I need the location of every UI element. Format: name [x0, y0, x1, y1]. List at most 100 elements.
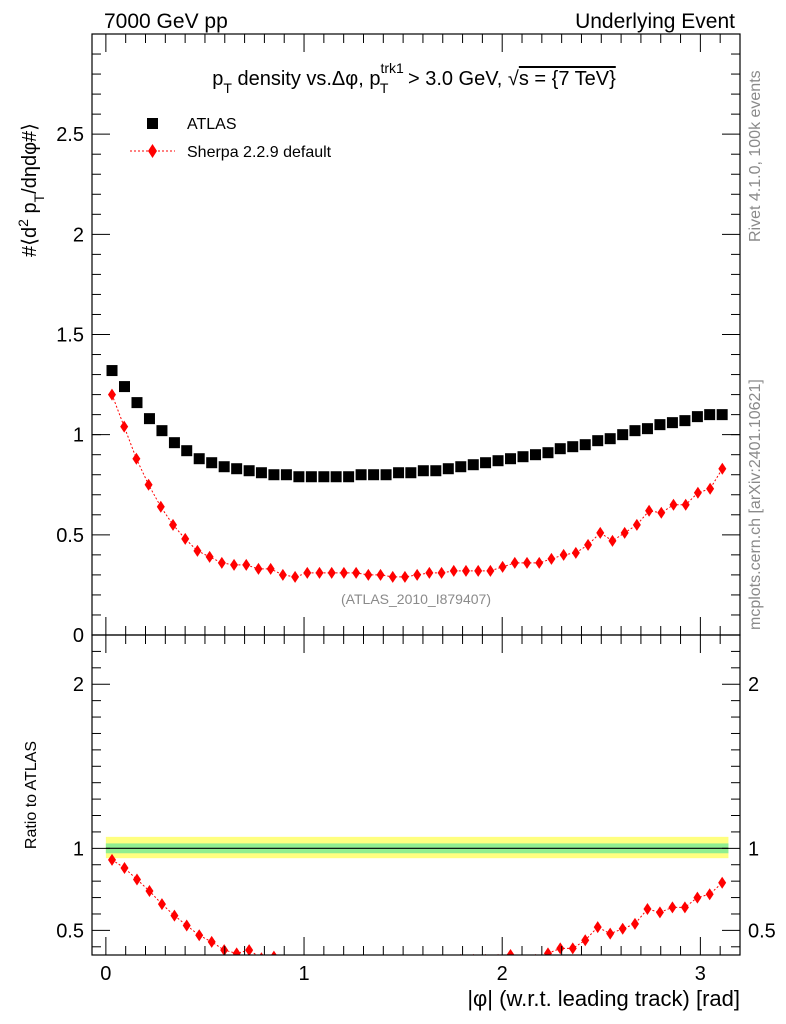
atlas-point [106, 365, 118, 377]
atlas-point [679, 415, 691, 427]
atlas-point [629, 425, 641, 437]
sherpa-point [315, 566, 324, 579]
ratio-point [245, 944, 254, 955]
sherpa-point [303, 566, 312, 579]
sherpa-point [474, 564, 483, 577]
legend-atlas-marker [147, 118, 158, 129]
reference-label: (ATLAS_2010_I879407) [341, 591, 491, 607]
main-panel: 0 0.5 1 1.5 2 2.5 pT density vs.Δφ, ptrk1 T > … [15, 33, 741, 647]
ratio-point [630, 917, 639, 930]
ratio-point [395, 959, 403, 971]
sherpa-point [449, 564, 458, 577]
sherpa-point [291, 570, 300, 583]
y-tick-label: 2 [73, 224, 84, 246]
atlas-point [666, 417, 678, 429]
ratio-point [220, 944, 229, 955]
atlas-point [243, 465, 255, 477]
sherpa-point [584, 538, 593, 551]
ratio-y-tick-label: 1 [73, 838, 84, 860]
y-tick-label: 0.5 [56, 525, 84, 547]
ratio-y-tick-label-right: 2 [748, 674, 759, 696]
atlas-point [156, 425, 168, 437]
header-right: Underlying Event [575, 10, 735, 33]
ratio-point [506, 949, 515, 955]
atlas-point [330, 471, 342, 483]
ratio-point [232, 947, 241, 955]
ratio-point [419, 957, 427, 969]
sherpa-point [254, 562, 263, 575]
atlas-point [467, 459, 479, 471]
atlas-point [168, 437, 180, 449]
y-axis-label: #⟨d2 pT/dηdφ#⟩ [15, 123, 47, 257]
ratio-point [556, 942, 565, 955]
ratio-point [157, 898, 166, 911]
sherpa-point [620, 526, 629, 539]
sherpa-point [107, 388, 116, 401]
ratio-point [484, 953, 487, 955]
sherpa-point [132, 452, 141, 465]
sherpa-point [657, 506, 666, 519]
ratio-point [432, 956, 440, 968]
y-tick-label: 1 [73, 425, 84, 447]
sherpa-point [327, 566, 336, 579]
atlas-point [579, 439, 591, 451]
sherpa-point [461, 564, 470, 577]
ratio-point [534, 953, 537, 955]
ratio-point [170, 909, 179, 922]
atlas-point [654, 419, 666, 431]
ratio-y-axis-label: Ratio to ATLAS [23, 741, 40, 849]
atlas-point [554, 443, 566, 455]
sherpa-point [388, 570, 397, 583]
atlas-point [343, 471, 355, 483]
atlas-point [118, 381, 130, 393]
ratio-point [655, 906, 664, 919]
sherpa-point [144, 478, 153, 491]
mcplots-label: mcplots.cern.ch [arXiv:2401.10621] [747, 379, 764, 630]
atlas-point [393, 467, 405, 479]
ratio-point [357, 956, 365, 968]
atlas-point [206, 457, 218, 469]
atlas-point [455, 461, 467, 473]
ratio-ticks: 0.5 0.5 1 1 2 2 0 1 2 3 [56, 635, 776, 985]
ratio-point [668, 901, 677, 914]
atlas-point [380, 469, 392, 481]
atlas-point [305, 471, 317, 483]
ratio-point [320, 956, 328, 968]
ratio-point [282, 957, 290, 969]
sherpa-point [645, 504, 654, 517]
atlas-point [691, 411, 703, 423]
ratio-point [444, 956, 452, 968]
atlas-point [355, 469, 367, 481]
sherpa-point [571, 546, 580, 559]
sherpa-point [425, 566, 434, 579]
ratio-point [407, 959, 415, 971]
legend: ATLAS Sherpa 2.2.9 default [130, 116, 332, 161]
legend-atlas-label: ATLAS [187, 116, 237, 133]
sherpa-point [510, 556, 519, 569]
atlas-point [442, 463, 454, 475]
ratio-y-tick-label: 2 [73, 674, 84, 696]
atlas-point [181, 445, 193, 457]
atlas-point [368, 469, 380, 481]
ratio-point [643, 903, 652, 916]
sherpa-point [230, 558, 239, 571]
ratio-point [581, 934, 590, 947]
atlas-point [193, 453, 205, 465]
ratio-y-tick-label-right: 1 [748, 838, 759, 860]
main-ticks: 0 0.5 1 1.5 2 2.5 [56, 34, 740, 647]
atlas-point [641, 423, 653, 435]
y-tick-label: 1.5 [56, 325, 84, 347]
sherpa-point [535, 556, 544, 569]
atlas-point [255, 467, 267, 479]
ratio-y-tick-label: 0.5 [56, 920, 84, 942]
sherpa-point [278, 568, 287, 581]
atlas-point [517, 451, 529, 463]
sherpa-point [608, 534, 617, 547]
ratio-y-tick-label-right: 0.5 [748, 920, 776, 942]
atlas-point [268, 469, 280, 481]
atlas-point [542, 447, 554, 459]
ratio-point [460, 953, 462, 955]
ratio-point [618, 922, 627, 935]
sherpa-point [706, 482, 715, 495]
